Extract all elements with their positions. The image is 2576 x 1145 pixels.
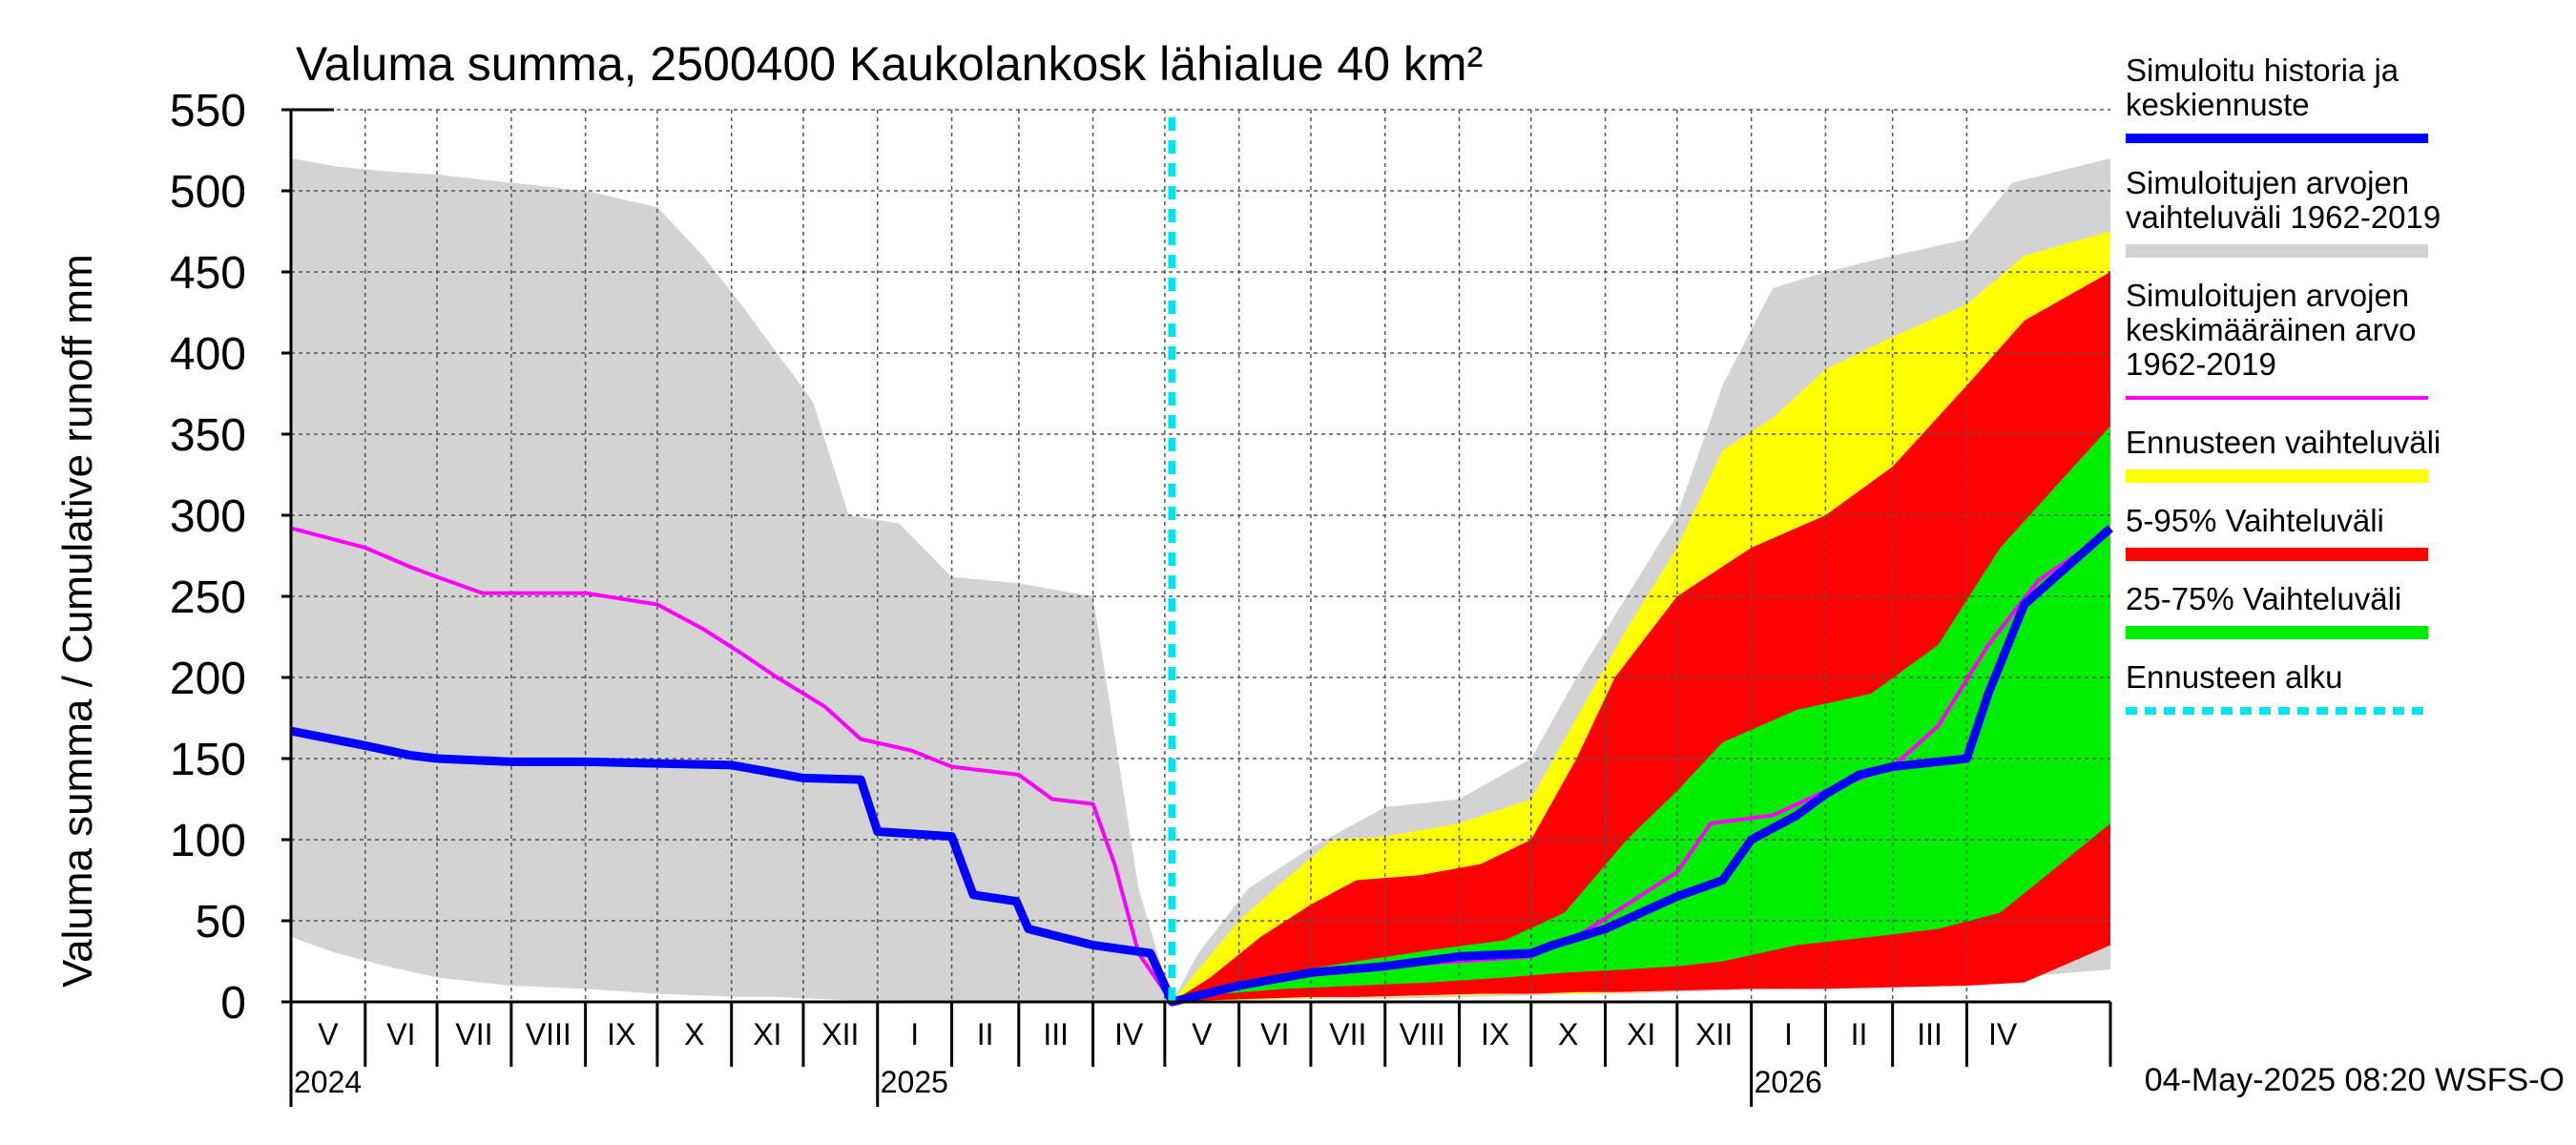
band-areas [291, 158, 2110, 1002]
x-axis: V VI VII VIII IX X XI XII I II III IV V VI VII VIII IX X X… [289, 1002, 2112, 1107]
legend-label-simuloitujen-arvojen-keskim-r-inen-arvo-1962-2019: Simuloitujen arvojen keskimääräinen arvo 1… [2126, 278, 2416, 382]
month-label: XII [1695, 1017, 1733, 1051]
month-label: IV [1988, 1017, 2018, 1051]
legend: Simuloitu historia ja keskiennuste Simuloi… [2126, 52, 2441, 715]
chart-title: Valuma summa, 2500400 Kaukolankosk lähia… [296, 37, 1483, 91]
month-label: IV [1114, 1017, 1144, 1051]
legend-label-simuloitu-historia-ja-keskiennuste: Simuloitu historia ja keskiennuste [2126, 52, 2399, 122]
plot-frame [289, 108, 2110, 1067]
month-label: II [1851, 1017, 1868, 1051]
month-label: VIII [526, 1017, 571, 1051]
legend-label-25-75-vaihteluv-li: 25-75% Vaihteluväli [2126, 581, 2401, 616]
y-tick-label: 400 [170, 329, 246, 380]
y-tick-label: 450 [170, 248, 246, 299]
month-label: II [977, 1017, 994, 1051]
y-axis-ticks: 0 50 100 150 200 250 300 350 400 450 500 550 [170, 86, 291, 1029]
legend-label-5-95-vaihteluv-li: 5-95% Vaihteluväli [2126, 503, 2384, 538]
y-axis-label: Valuma summa / Cumulative runoff mm [54, 254, 101, 988]
y-tick-label: 0 [220, 978, 246, 1029]
legend-label-simuloitujen-arvojen-vaihteluv-li-1962-2019: Simuloitujen arvojen vaihteluväli 1962-20… [2126, 165, 2441, 235]
legend-label-ennusteen-alku: Ennusteen alku [2126, 659, 2343, 695]
month-label: V [318, 1017, 339, 1051]
month-label: VI [1260, 1017, 1289, 1051]
y-tick-label: 550 [170, 86, 246, 136]
y-tick-label: 300 [170, 491, 246, 542]
month-label: XI [753, 1017, 781, 1051]
timestamp-footer: 04-May-2025 08:20 WSFS-O [2145, 1062, 2565, 1098]
month-label: XII [821, 1017, 859, 1051]
year-label: 2024 [294, 1065, 362, 1099]
year-label: 2026 [1755, 1065, 1822, 1099]
series-simuloitujen-arvojen-keskim-r-inen-arvo-1962-2019 [290, 526, 2112, 1004]
month-label: I [910, 1017, 919, 1051]
month-label: V [1192, 1017, 1213, 1051]
month-label: IX [1481, 1017, 1509, 1051]
month-label: X [1558, 1017, 1578, 1051]
y-tick-label: 100 [170, 816, 246, 866]
y-tick-label: 50 [196, 897, 246, 947]
month-label: X [684, 1017, 704, 1051]
month-label: XI [1627, 1017, 1655, 1051]
legend-label-ennusteen-vaihteluv-li: Ennusteen vaihteluväli [2126, 425, 2441, 460]
band-25-75-vaihteluv-li [1172, 426, 2110, 1002]
month-label: VII [1329, 1017, 1366, 1051]
y-tick-label: 350 [170, 410, 246, 461]
year-label: 2025 [881, 1065, 948, 1099]
series-lines [290, 525, 2113, 1007]
month-label: IX [607, 1017, 635, 1051]
y-tick-label: 200 [170, 654, 246, 704]
month-label: VII [455, 1017, 492, 1051]
y-tick-label: 250 [170, 572, 246, 623]
month-label: VIII [1400, 1017, 1445, 1051]
month-label: I [1784, 1017, 1793, 1051]
month-label: III [1043, 1017, 1069, 1051]
month-label: VI [386, 1017, 415, 1051]
series-simuloitu-historia-ja-keskiennuste [290, 525, 2113, 1007]
month-label: III [1917, 1017, 1942, 1051]
grid-lines [291, 109, 2110, 1002]
y-tick-label: 150 [170, 735, 246, 785]
y-tick-label: 500 [170, 167, 246, 218]
